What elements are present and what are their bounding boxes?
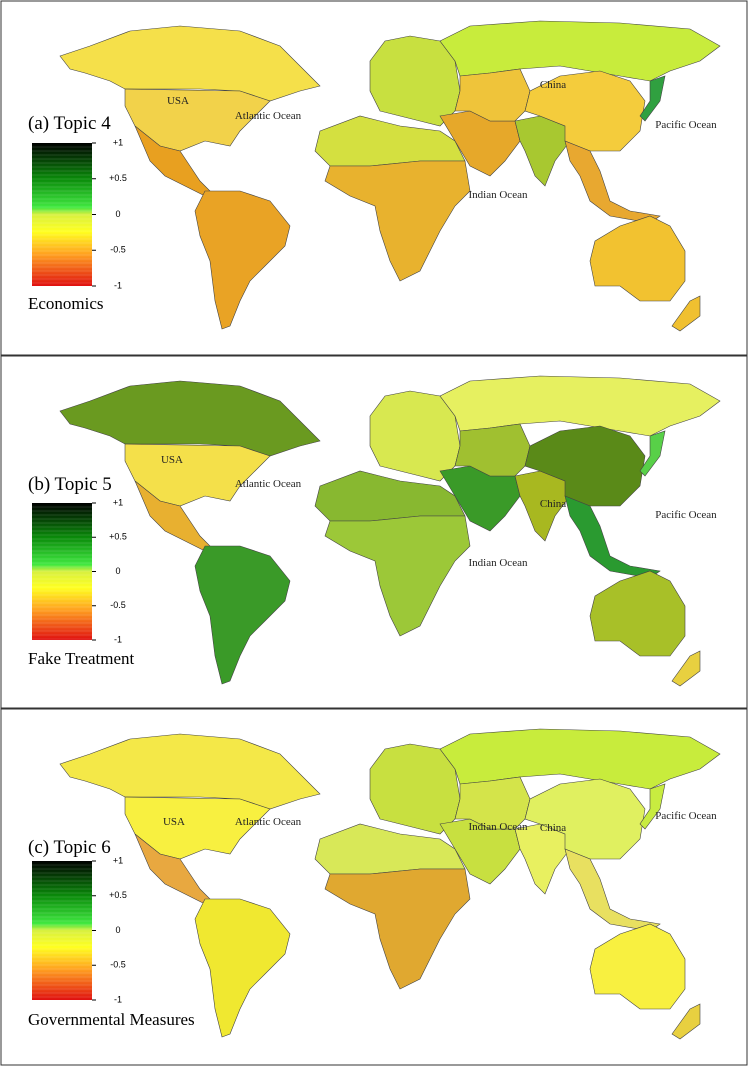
region (589, 923, 686, 1010)
colorbar-tick-label: 0 (115, 209, 120, 219)
colorbar-tick-label: 0 (115, 566, 120, 576)
region (124, 443, 271, 507)
colorbar-tick-label: -0.5 (110, 600, 126, 610)
panel-title: (c) Topic 6 (28, 837, 111, 858)
colorbar-tick-label: -1 (114, 994, 122, 1004)
colorbar-tick-label: 0 (115, 925, 120, 935)
map-label: Atlantic Ocean (235, 478, 302, 490)
panel-title: (b) Topic 5 (28, 474, 112, 495)
region (524, 778, 646, 860)
region (639, 430, 666, 477)
region (589, 570, 686, 657)
colorbar-tick-label: +1 (113, 855, 123, 865)
panel: USA Atlantic Ocean China Indian Ocean Pacifi… (0, 355, 748, 709)
region (589, 215, 686, 302)
region (59, 380, 321, 457)
map-label: Atlantic Ocean (235, 816, 302, 828)
region (639, 783, 666, 830)
map-label: Atlantic Ocean (235, 110, 302, 122)
panel-subtitle: Economics (28, 294, 104, 313)
colorbar-tick-label: -1 (114, 280, 122, 290)
map-label: Indian Ocean (469, 821, 528, 833)
colorbar-tick-label: +0.5 (109, 532, 127, 542)
colorbar (32, 503, 92, 640)
colorbar-tick-label: +1 (113, 497, 123, 507)
region (671, 295, 701, 332)
panel-title: (a) Topic 4 (28, 113, 111, 134)
colorbar-tick-label: -1 (114, 634, 122, 644)
panel-subtitle: Fake Treatment (28, 649, 135, 668)
region (324, 515, 471, 637)
colorbar-tick-label: +1 (113, 137, 123, 147)
map-label: China (540, 79, 566, 91)
region (524, 70, 646, 152)
map-label: Pacific Ocean (655, 119, 717, 131)
map-label: Indian Ocean (469, 557, 528, 569)
region (324, 868, 471, 990)
panel-subtitle: Governmental Measures (28, 1010, 195, 1029)
region (324, 160, 471, 282)
panel: USA Atlantic Ocean China Indian Ocean Pacifi… (0, 0, 748, 356)
map-label: China (540, 498, 566, 510)
region (194, 898, 291, 1038)
colorbar-tick-label: +0.5 (109, 890, 127, 900)
region (124, 88, 271, 152)
colorbar-tick-label: -0.5 (110, 960, 126, 970)
region (639, 75, 666, 122)
map-label: Indian Ocean (469, 189, 528, 201)
colorbar (32, 861, 92, 1000)
map-label: Pacific Ocean (655, 810, 717, 822)
region (59, 733, 321, 810)
colorbar (32, 143, 92, 286)
region (194, 545, 291, 685)
region (671, 1003, 701, 1040)
region (671, 650, 701, 687)
panel: USA Atlantic Ocean China Indian Ocean Pacifi… (0, 708, 748, 1066)
region (524, 425, 646, 507)
region (194, 190, 291, 330)
map-label: China (540, 822, 566, 834)
map-label: USA (161, 454, 183, 466)
region (59, 25, 321, 102)
colorbar-tick-label: -0.5 (110, 245, 126, 255)
map-label: USA (163, 816, 185, 828)
map-label: Pacific Ocean (655, 509, 717, 521)
map-label: USA (167, 95, 189, 107)
region (124, 796, 271, 860)
colorbar-tick-label: +0.5 (109, 173, 127, 183)
